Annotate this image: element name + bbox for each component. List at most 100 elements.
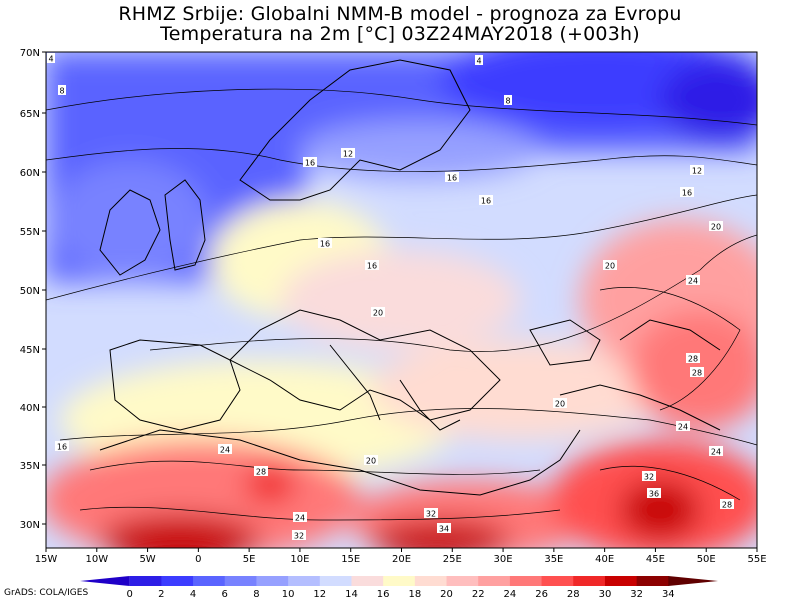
legend-value-label: 18	[408, 589, 421, 600]
legend-value-label: 6	[222, 589, 228, 600]
legend-swatch	[414, 576, 448, 586]
legend-value-label: 4	[190, 589, 196, 600]
grads-credit: GrADS: COLA/IGES	[4, 588, 89, 598]
lon-tick-label: 0	[195, 554, 201, 565]
contour-label: 16	[682, 189, 692, 198]
lat-tick-label: 40N	[20, 403, 40, 414]
longitude-axis: 15W 10W 5W 0 5E 10E 15E 20E 25E 30E 35E 40E 45E 50E 55…	[35, 548, 767, 565]
contour-label: 28	[722, 501, 732, 510]
legend-value-label: 28	[567, 589, 580, 600]
lat-tick-label: 65N	[20, 109, 40, 120]
legend-swatch	[383, 576, 416, 586]
legend-swatch	[668, 576, 718, 586]
contour-label: 28	[688, 355, 698, 364]
legend-swatch	[319, 576, 352, 586]
legend-swatch	[161, 576, 194, 586]
legend-value-label: 0	[126, 589, 132, 600]
title-line-1: RHMZ Srbije: Globalni NMM-B model - prog…	[118, 3, 682, 25]
contour-label: 16	[481, 197, 491, 206]
contour-label: 4	[48, 55, 53, 64]
lat-tick-label: 55N	[20, 227, 40, 238]
contour-label: 32	[426, 510, 436, 519]
contour-label: 4	[476, 57, 481, 66]
lat-tick-label: 50N	[20, 286, 40, 297]
contour-label: 32	[294, 532, 304, 541]
contour-label: 20	[373, 309, 383, 318]
contour-label: 24	[220, 446, 230, 455]
legend-swatch	[446, 576, 479, 586]
contour-label: 16	[447, 174, 457, 183]
lon-tick-label: 25E	[443, 554, 462, 565]
legend-value-label: 30	[599, 589, 612, 600]
legend-swatch	[604, 576, 638, 586]
contour-label: 20	[366, 457, 376, 466]
contour-label: 8	[505, 97, 510, 106]
contour-label: 28	[256, 468, 266, 477]
color-legend: 0 2 4 6 8 10 12 14 16 18 20 22 24 26 28 30 32 34	[80, 576, 718, 600]
legend-swatch	[478, 576, 511, 586]
legend-value-label: 32	[630, 589, 643, 600]
contour-label: 24	[711, 448, 721, 457]
contour-label: 28	[692, 369, 702, 378]
contour-label: 16	[57, 443, 67, 452]
legend-swatch	[351, 576, 384, 586]
contour-label: 36	[649, 490, 659, 499]
legend-value-label: 34	[662, 589, 675, 600]
contour-lines	[46, 88, 757, 521]
lat-tick-label: 45N	[20, 345, 40, 356]
legend-value-label: 22	[472, 589, 485, 600]
lat-tick-label: 35N	[20, 461, 40, 472]
lon-tick-label: 30E	[494, 554, 513, 565]
contour-label: 16	[367, 262, 377, 271]
legend-swatch	[541, 576, 574, 586]
contour-label: 20	[711, 223, 721, 232]
latitude-axis: 70N 65N 60N 55N 50N 45N 40N 35N 30N	[20, 48, 46, 531]
contour-label: 20	[555, 400, 565, 409]
contour-label: 16	[305, 159, 315, 168]
contour-label: 24	[688, 277, 698, 286]
lon-tick-label: 45E	[646, 554, 665, 565]
lat-tick-label: 60N	[20, 168, 40, 179]
legend-swatch	[224, 576, 257, 586]
contour-label: 24	[295, 514, 305, 523]
title-line-2: Temperatura na 2m [°C] 03Z24MAY2018 (+00…	[160, 23, 640, 45]
lon-tick-label: 5E	[243, 554, 256, 565]
coastlines	[99, 59, 721, 496]
legend-value-label: 14	[345, 589, 358, 600]
lon-tick-label: 50E	[697, 554, 716, 565]
lon-tick-label: 20E	[392, 554, 411, 565]
temperature-field	[46, 52, 757, 548]
contour-label: 24	[678, 423, 688, 432]
contour-label: 16	[320, 240, 330, 249]
contour-label: 12	[692, 167, 702, 176]
lon-tick-label: 35E	[544, 554, 563, 565]
lat-tick-label: 70N	[20, 48, 40, 59]
contour-label: 34	[439, 525, 449, 534]
legend-swatch	[636, 576, 669, 586]
legend-swatch	[288, 576, 321, 586]
legend-swatch	[193, 576, 226, 586]
lat-tick-label: 30N	[20, 520, 40, 531]
lon-tick-label: 40E	[595, 554, 614, 565]
contour-label: 32	[644, 473, 654, 482]
lon-tick-label: 10E	[290, 554, 309, 565]
legend-swatch	[256, 576, 289, 586]
legend-value-label: 26	[535, 589, 548, 600]
legend-value-label: 10	[282, 589, 295, 600]
lon-tick-label: 10W	[85, 554, 108, 565]
legend-swatch	[573, 576, 606, 586]
lon-tick-label: 55E	[747, 554, 766, 565]
lon-tick-label: 5W	[139, 554, 155, 565]
lon-tick-label: 15W	[35, 554, 58, 565]
legend-value-label: 2	[158, 589, 164, 600]
legend-swatch	[129, 576, 162, 586]
lon-tick-label: 15E	[341, 554, 360, 565]
legend-swatch	[509, 576, 543, 586]
contour-label: 20	[605, 262, 615, 271]
contour-label: 8	[59, 87, 64, 96]
legend-value-label: 8	[253, 589, 259, 600]
legend-value-label: 12	[313, 589, 326, 600]
legend-value-label: 16	[377, 589, 390, 600]
legend-value-label: 24	[504, 589, 517, 600]
